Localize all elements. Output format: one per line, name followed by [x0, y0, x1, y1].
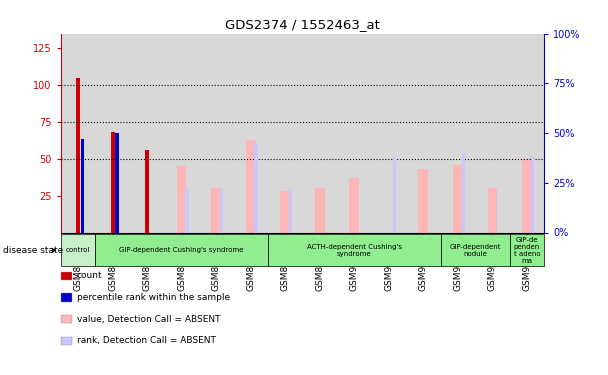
Bar [61, 34, 95, 232]
Bar [393, 157, 396, 232]
Text: GIP-de
penden
t adeno
ma: GIP-de penden t adeno ma [514, 237, 541, 264]
Bar [111, 132, 115, 232]
Bar [441, 34, 475, 232]
Text: GIP-dependent
nodule: GIP-dependent nodule [449, 244, 501, 257]
Bar [212, 188, 221, 232]
Bar [302, 34, 337, 232]
Bar [453, 165, 463, 232]
Text: rank, Detection Call = ABSENT: rank, Detection Call = ABSENT [77, 336, 215, 345]
Text: disease state: disease state [3, 246, 63, 255]
Bar [488, 188, 497, 232]
Text: control: control [66, 248, 90, 254]
Bar [255, 143, 258, 232]
Bar [371, 34, 406, 232]
Text: count: count [77, 271, 102, 280]
Bar [199, 34, 233, 232]
Bar [531, 157, 534, 232]
Title: GDS2374 / 1552463_at: GDS2374 / 1552463_at [225, 18, 380, 31]
Bar [350, 178, 359, 232]
Bar [81, 139, 85, 232]
Text: ACTH-dependent Cushing's
syndrome: ACTH-dependent Cushing's syndrome [307, 244, 402, 257]
Text: GIP-dependent Cushing's syndrome: GIP-dependent Cushing's syndrome [119, 248, 244, 254]
Bar [246, 140, 255, 232]
Bar [220, 189, 223, 232]
Bar [406, 34, 441, 232]
Bar [337, 34, 371, 232]
Bar [177, 166, 187, 232]
Bar [185, 189, 189, 232]
Bar [289, 189, 292, 232]
Bar [475, 34, 510, 232]
Bar [510, 34, 544, 232]
Bar [164, 34, 199, 232]
Bar [116, 133, 119, 232]
Bar [418, 169, 428, 232]
Bar [315, 188, 325, 232]
Text: value, Detection Call = ABSENT: value, Detection Call = ABSENT [77, 315, 220, 324]
Bar [95, 34, 130, 232]
Text: percentile rank within the sample: percentile rank within the sample [77, 293, 230, 302]
Bar [130, 34, 164, 232]
Bar [76, 78, 80, 232]
Bar [280, 191, 290, 232]
Bar [522, 159, 532, 232]
Bar [145, 150, 149, 232]
Bar [461, 153, 465, 232]
Bar [233, 34, 268, 232]
Bar [268, 34, 302, 232]
